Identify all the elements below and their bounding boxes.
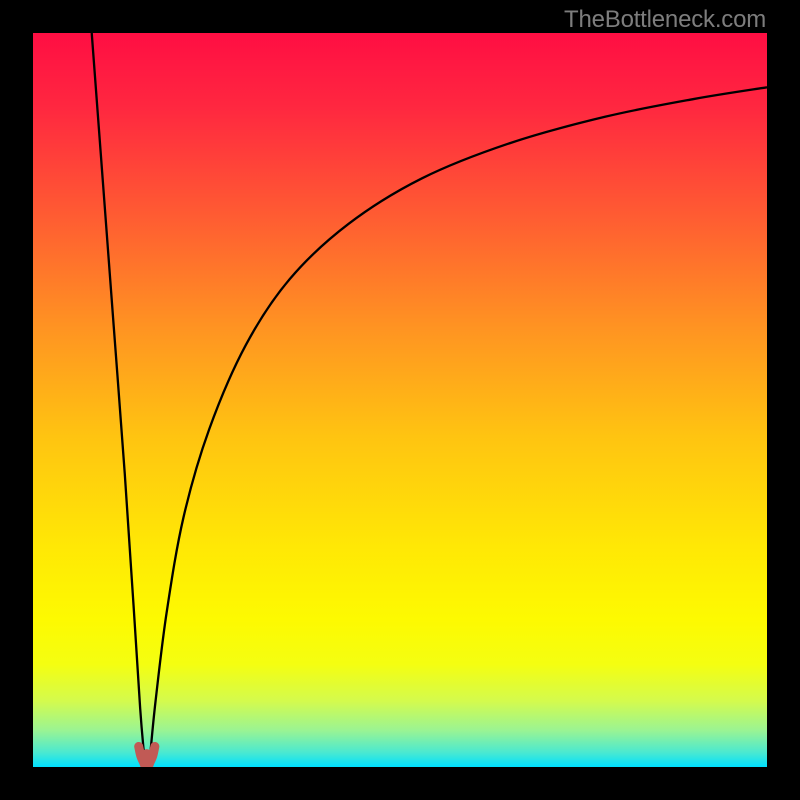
left-branch-curve (92, 33, 144, 752)
curve-layer (33, 33, 767, 767)
plot-area (33, 33, 767, 767)
watermark-text: TheBottleneck.com (564, 6, 766, 34)
right-branch-curve (150, 87, 767, 752)
minimum-u-marker (139, 746, 155, 764)
